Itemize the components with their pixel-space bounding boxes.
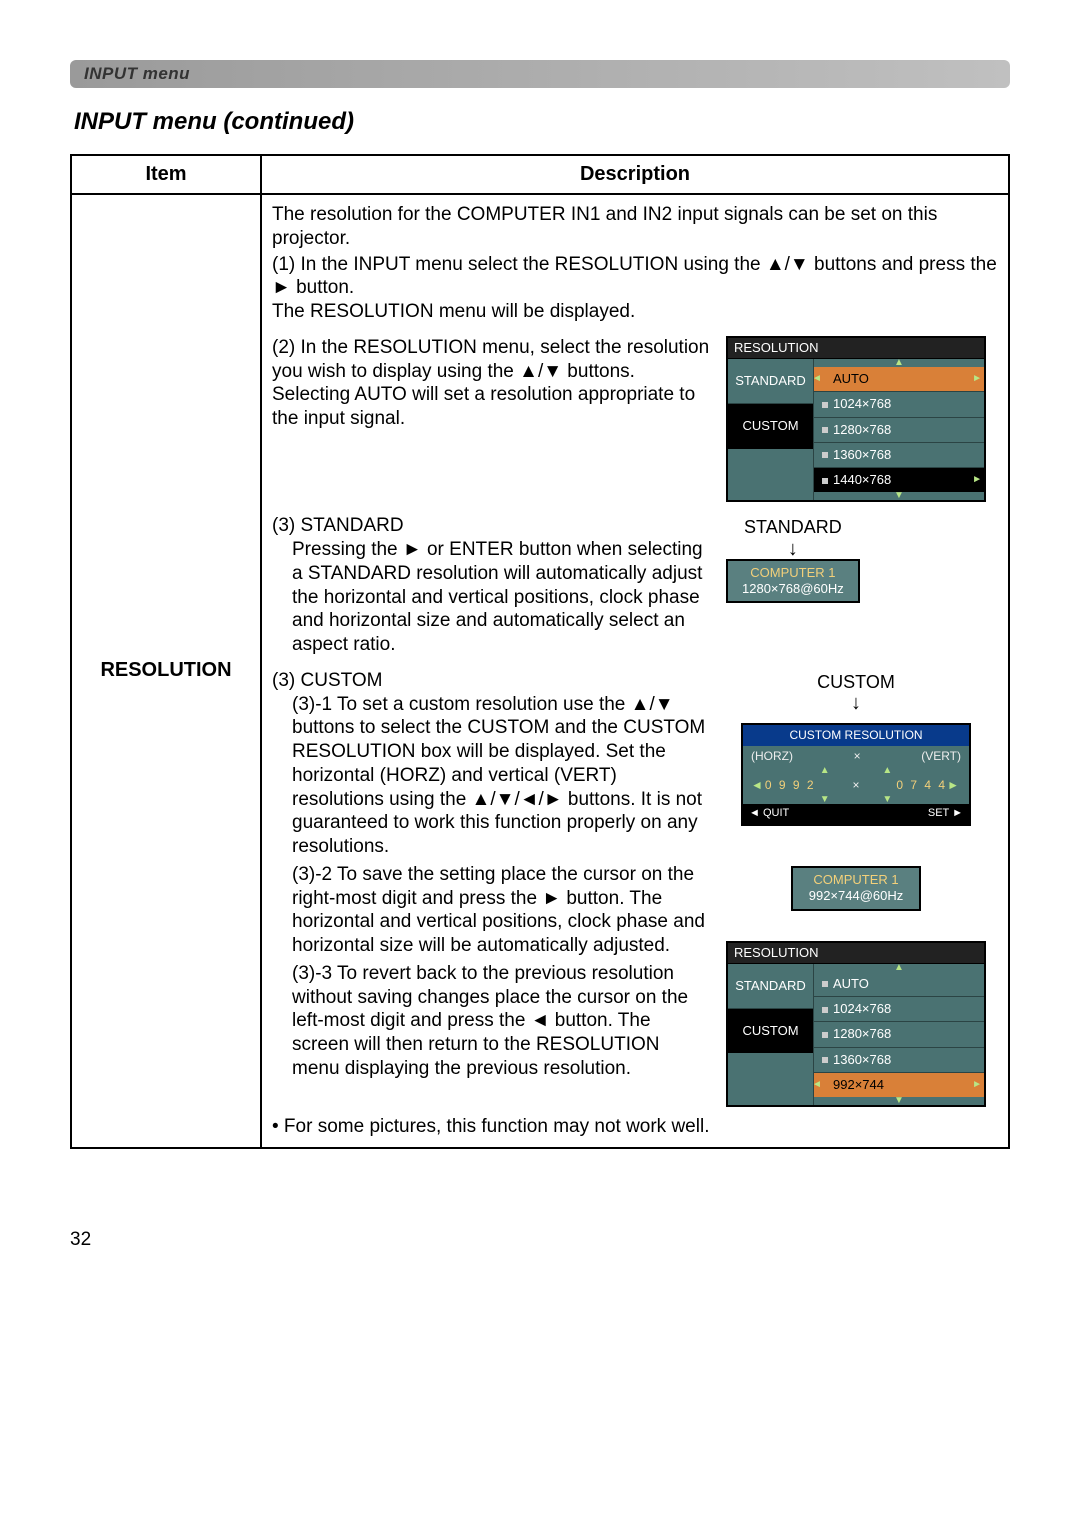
resmenu2-auto: AUTO: [814, 972, 984, 996]
badge-value: 1280×768@60Hz: [742, 581, 844, 596]
custom-label: CUSTOM ↓: [817, 671, 895, 714]
step3-text: Pressing the ► or ENTER button when sele…: [272, 538, 712, 657]
standard-label: STANDARD ↓ COMPUTER 1 1280×768@60Hz: [726, 516, 860, 603]
step3c-title: (3) CUSTOM: [272, 669, 712, 693]
badge2-value: 992×744@60Hz: [809, 888, 904, 903]
resmenu1-custom: CUSTOM: [728, 403, 813, 448]
resmenu2-r4: ◄992×744►: [814, 1072, 984, 1097]
header-bar: INPUT menu: [70, 60, 1010, 88]
resmenu1-standard: STANDARD: [728, 359, 813, 403]
custom-badge: COMPUTER 1 992×744@60Hz: [791, 866, 921, 911]
step3c-3: (3)-3 To revert back to the previous res…: [272, 962, 712, 1081]
resolution-menu-2: RESOLUTION STANDARD CUSTOM ▲ AUTO 1024×7…: [726, 941, 986, 1108]
main-table: Item Description RESOLUTION The resoluti…: [70, 154, 1010, 1149]
resmenu2-r3: 1360×768: [814, 1047, 984, 1072]
down-arrow-icon: ↓: [851, 693, 861, 713]
step3c-2: (3)-2 To save the setting place the curs…: [272, 863, 712, 958]
custom-resolution-box: CUSTOM RESOLUTION (HORZ) × (VERT) ▲ ▲ ◄0…: [741, 723, 971, 826]
note: • For some pictures, this function may n…: [272, 1115, 998, 1139]
custbox-labels: (HORZ) × (VERT): [743, 746, 969, 767]
custbox-title: CUSTOM RESOLUTION: [743, 725, 969, 746]
intro: The resolution for the COMPUTER IN1 and …: [272, 203, 998, 251]
step1b: The RESOLUTION menu will be displayed.: [272, 300, 998, 324]
badge-title: COMPUTER 1: [742, 565, 844, 581]
step3-title: (3) STANDARD: [272, 514, 712, 538]
th-item: Item: [71, 155, 261, 194]
page-number: 32: [70, 1229, 1010, 1251]
resmenu2-r1: 1024×768: [814, 996, 984, 1021]
step2a: (2) In the RESOLUTION menu, select the r…: [272, 336, 712, 384]
custom-label-title: CUSTOM: [817, 671, 895, 694]
page-title: INPUT menu (continued): [74, 108, 1010, 136]
resmenu1-r3: 1360×768: [814, 442, 984, 467]
resmenu2-standard: STANDARD: [728, 964, 813, 1008]
step1a: (1) In the INPUT menu select the RESOLUT…: [272, 253, 998, 301]
standard-label-title: STANDARD: [744, 516, 842, 539]
item-resolution: RESOLUTION: [71, 194, 261, 1148]
header-bar-label: INPUT menu: [84, 64, 190, 83]
badge2-title: COMPUTER 1: [807, 872, 905, 888]
th-desc: Description: [261, 155, 1009, 194]
resmenu1-auto: ◄AUTO►: [814, 367, 984, 391]
step3c-1: (3)-1 To set a custom resolution use the…: [272, 693, 712, 859]
resmenu2-custom: CUSTOM: [728, 1008, 813, 1053]
resolution-menu-1: RESOLUTION STANDARD CUSTOM ▲ ◄AUTO► 1024…: [726, 336, 986, 503]
desc-cell: The resolution for the COMPUTER IN1 and …: [261, 194, 1009, 1148]
resmenu2-title: RESOLUTION: [728, 943, 984, 964]
resmenu2-r2: 1280×768: [814, 1021, 984, 1046]
resmenu1-r1: 1024×768: [814, 391, 984, 416]
resmenu1-r4: 1440×768►: [814, 467, 984, 492]
custbox-foot: ◄ QUIT SET ►: [743, 804, 969, 824]
resmenu1-title: RESOLUTION: [728, 338, 984, 359]
down-arrow-icon: ↓: [788, 539, 798, 559]
standard-badge: COMPUTER 1 1280×768@60Hz: [726, 559, 860, 604]
step2b: Selecting AUTO will set a resolution app…: [272, 383, 712, 431]
resmenu1-r2: 1280×768: [814, 417, 984, 442]
custbox-values: ◄0 9 9 2 × 0 7 4 4►: [743, 775, 969, 796]
